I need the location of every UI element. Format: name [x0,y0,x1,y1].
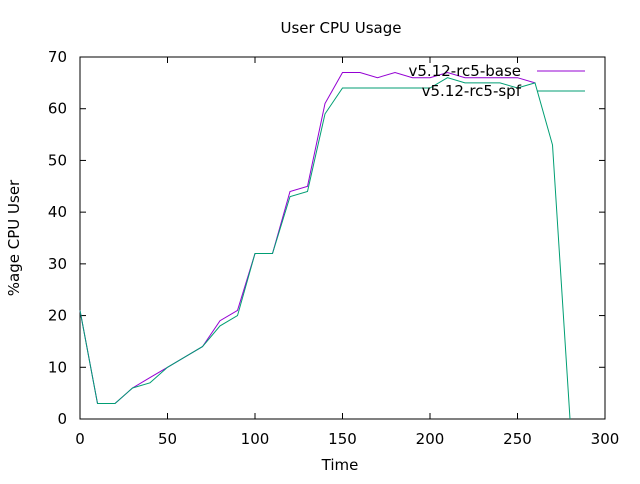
legend-label: v5.12-rc5-base [409,62,522,80]
y-tick-label: 0 [57,410,67,428]
x-axis-label: Time [321,456,359,474]
y-tick-label: 30 [48,255,67,273]
x-tick-label: 150 [328,430,357,448]
legend-label: v5.12-rc5-spf [422,82,522,100]
y-tick-label: 20 [48,307,67,325]
series-line-1 [79,71,536,404]
x-tick-label: 300 [591,430,620,448]
plot-series [79,71,571,420]
x-tick-label: 0 [75,430,85,448]
plot-frame [79,56,606,420]
y-tick-label: 40 [48,203,67,221]
x-axis: 0 50 100 150 200 250 300 [75,57,619,448]
x-tick-label: 200 [416,430,445,448]
series-line-2 [79,77,571,420]
x-tick-label: 100 [241,430,270,448]
y-tick-label: 70 [48,48,67,66]
y-tick-label: 60 [48,100,67,118]
y-axis-label: %age CPU User [5,179,23,296]
x-tick-label: 250 [503,430,532,448]
legend: v5.12-rc5-base v5.12-rc5-spf [409,62,585,100]
chart-title: User CPU Usage [281,19,402,37]
y-tick-label: 10 [48,358,67,376]
y-axis: 0 10 20 30 40 50 60 70 [48,48,605,428]
x-tick-label: 50 [158,430,177,448]
y-tick-label: 50 [48,151,67,169]
